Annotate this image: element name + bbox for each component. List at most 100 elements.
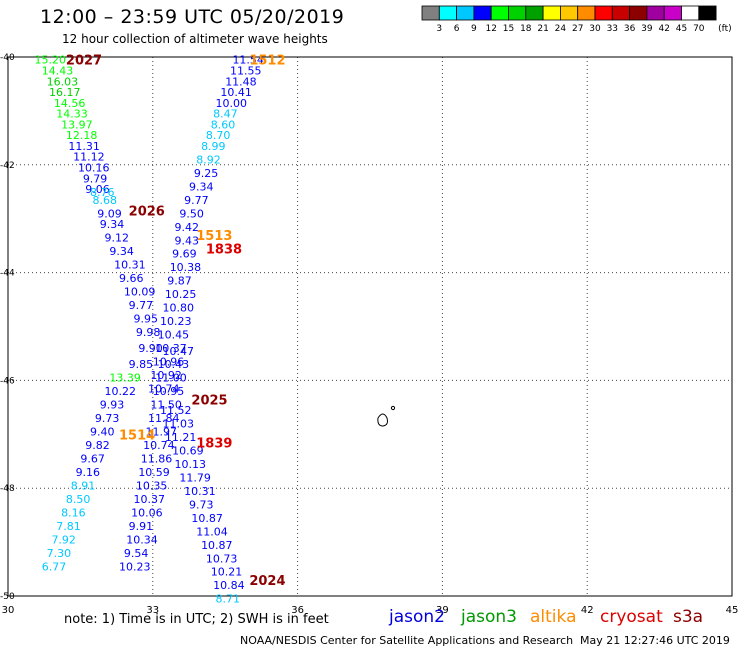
- wave-height-label: 9.06: [85, 183, 110, 196]
- wave-height-label: 9.79: [83, 172, 108, 185]
- wave-height-label: 11.03: [162, 418, 194, 431]
- wave-height-label: 9.91: [129, 520, 154, 533]
- color-scale-swatch: [473, 5, 492, 21]
- wave-height-label: 7.81: [56, 520, 80, 533]
- color-scale-label: 21: [537, 24, 548, 34]
- timestamp-text: May 21 12:27:46 UTC 2019: [580, 634, 730, 647]
- legend-s3a: s3a: [673, 607, 704, 627]
- x-tick-label: 30: [2, 605, 15, 616]
- wave-height-label: 10.59: [138, 466, 170, 479]
- wave-height-label: 9.95: [133, 312, 158, 325]
- color-scale-swatch: [698, 5, 717, 21]
- wave-height-label: 9.50: [179, 207, 204, 220]
- wave-height-label: 10.80: [162, 302, 194, 315]
- wave-height-label: 10.06: [131, 506, 163, 519]
- wave-height-label: 10.74: [143, 439, 175, 452]
- wave-height-label: 9.73: [95, 412, 120, 425]
- color-scale-swatch: [629, 5, 648, 21]
- y-tick-label: -48: [0, 484, 15, 494]
- pass-number-label: 2025: [191, 393, 227, 408]
- wave-height-label: 8.50: [66, 493, 91, 506]
- wave-height-label: 11.84: [148, 412, 180, 425]
- wave-height-label: 16.17: [49, 86, 81, 99]
- wave-height-label: 8.60: [211, 118, 236, 131]
- wave-height-label: 10.87: [201, 539, 233, 552]
- wave-height-label: 9.43: [175, 234, 200, 247]
- y-tick-label: -50: [0, 592, 15, 602]
- wave-height-label: 11.12: [73, 151, 105, 164]
- wave-height-label: 8.99: [201, 140, 226, 153]
- x-tick-label: 36: [291, 605, 304, 616]
- color-scale-label: 15: [503, 24, 514, 34]
- color-scale-label: 45: [676, 24, 687, 34]
- wave-height-label: 8.47: [213, 108, 238, 121]
- wave-height-label: 10.13: [175, 458, 207, 471]
- wave-height-label: 10.74: [148, 382, 180, 395]
- wave-height-label: 9.16: [76, 466, 101, 479]
- page-subtitle: 12 hour collection of altimeter wave hei…: [62, 32, 328, 46]
- wave-height-label: 12.18: [66, 129, 98, 142]
- x-tick-label: 45: [726, 605, 739, 616]
- color-scale-label: 18: [520, 24, 532, 34]
- wave-height-label: 13.39: [109, 372, 141, 385]
- color-scale-label: 42: [658, 24, 669, 34]
- pass-number-label: 2024: [249, 574, 285, 589]
- color-scale-swatch: [421, 5, 440, 21]
- color-scale-label: 27: [572, 24, 583, 34]
- wave-height-label: 8.91: [71, 480, 96, 493]
- page-title: 12:00 – 23:59 UTC 05/20/2019: [40, 6, 345, 28]
- color-scale-swatch: [438, 5, 457, 21]
- wave-height-label: 7.30: [47, 547, 72, 560]
- y-tick-label: -46: [0, 376, 15, 386]
- wave-height-label: 10.00: [216, 97, 248, 110]
- color-scale-label: 9: [471, 24, 477, 34]
- wave-height-label: 10.31: [114, 259, 146, 272]
- wave-height-label: 11.86: [141, 453, 173, 466]
- pass-number-label: 1839: [196, 436, 232, 451]
- wave-height-label: 9.34: [100, 218, 125, 231]
- color-scale-swatch: [594, 5, 613, 21]
- wave-height-label: 10.22: [105, 385, 136, 398]
- pass-number-label: 1838: [206, 242, 242, 257]
- wave-height-label: 14.33: [56, 108, 87, 121]
- wave-height-label: 15.20: [35, 54, 66, 67]
- wave-height-label: 10.35: [136, 480, 168, 493]
- color-scale-swatch: [560, 5, 579, 21]
- wave-height-label: 10.37: [133, 493, 165, 506]
- wave-height-label: 8.92: [196, 153, 221, 166]
- wave-height-label: 10.38: [170, 261, 202, 274]
- wave-height-label: 9.69: [172, 248, 197, 261]
- color-scale-label: 36: [624, 24, 636, 34]
- wave-height-label: 10.87: [191, 512, 223, 525]
- color-scale-label: 70: [693, 24, 705, 34]
- wave-height-label: 10.47: [162, 345, 194, 358]
- wave-height-label: 10.34: [126, 533, 157, 546]
- wave-height-label: 11.04: [196, 525, 228, 538]
- wave-height-label: 14.56: [54, 97, 86, 110]
- wave-height-label: 9.66: [119, 272, 144, 285]
- wave-height-label: 9.25: [194, 167, 219, 180]
- wave-height-label: 10.23: [119, 560, 151, 573]
- wave-height-label: 8.71: [216, 593, 241, 606]
- wave-height-label: 13.97: [61, 118, 93, 131]
- color-scale-swatch: [508, 5, 527, 21]
- pass-number-label: 2026: [129, 205, 165, 220]
- wave-height-label: 7.92: [51, 533, 76, 546]
- wave-height-label: 11.54: [232, 54, 264, 67]
- wave-height-label: 10.69: [172, 444, 204, 457]
- color-scale-label: 30: [589, 24, 601, 34]
- color-scale-swatch: [525, 5, 544, 21]
- wave-height-label: 11.55: [230, 64, 262, 77]
- plot-frame: [7, 56, 733, 597]
- x-tick-label: 42: [581, 605, 594, 616]
- wave-height-label: 9.40: [90, 426, 115, 439]
- wave-height-label: 9.90: [138, 342, 163, 355]
- color-scale-label: 12: [485, 24, 496, 34]
- wave-height-label: 9.85: [129, 358, 154, 371]
- color-scale-swatch: [577, 5, 596, 21]
- wave-height-label: 9.34: [189, 180, 214, 193]
- wave-height-label: 10.16: [78, 161, 110, 174]
- pass-number-label: 1514: [119, 428, 155, 443]
- color-scale-unit: (ft): [718, 24, 732, 34]
- wave-height-label: 9.67: [80, 453, 105, 466]
